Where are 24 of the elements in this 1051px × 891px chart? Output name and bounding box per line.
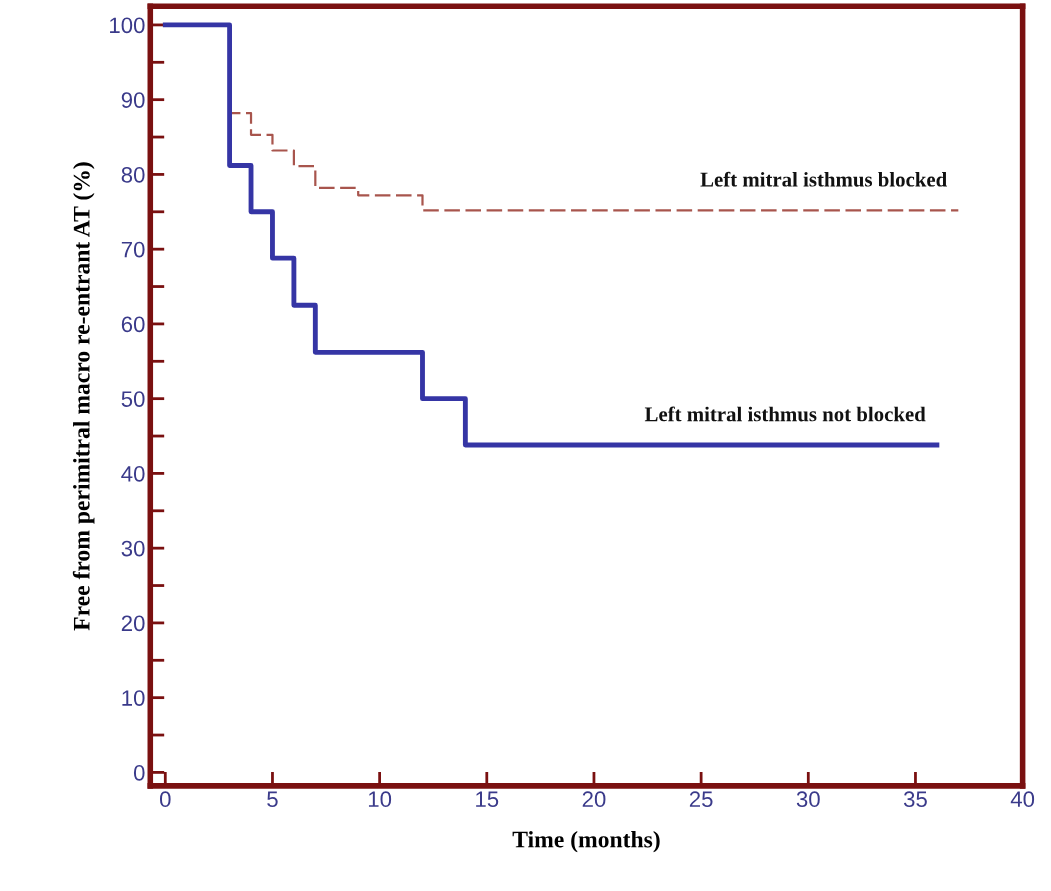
x-tick-label: 30 <box>796 791 820 808</box>
x-tick-label: 15 <box>476 791 499 808</box>
y-tick-label: 10 <box>122 690 145 706</box>
y-tick-label: 30 <box>121 540 145 557</box>
y-axis-title: Free from perimitral macro re-entrant AT (%) <box>72 162 95 631</box>
y-tick-label: 60 <box>121 316 145 333</box>
y-tick-label: 0 <box>133 764 145 781</box>
y-tick-label: 50 <box>121 391 145 407</box>
x-tick-label: 20 <box>582 791 606 808</box>
x-tick-label: 5 <box>267 791 278 808</box>
x-tick-label: 35 <box>903 791 927 808</box>
x-tick-label: 10 <box>368 791 392 808</box>
y-tick-label: 100 <box>110 17 145 34</box>
y-tick-label: 70 <box>121 241 145 258</box>
x-tick-label: 0 <box>159 791 171 808</box>
y-tick-label: 20 <box>121 615 145 632</box>
series-label: Left mitral isthmus not blocked <box>644 406 926 422</box>
y-tick-label: 80 <box>121 166 145 183</box>
x-axis-title: Time (months) <box>512 830 660 853</box>
x-tick-label: 25 <box>689 791 713 808</box>
series-label: Left mitral isthmus blocked <box>700 171 947 187</box>
x-tick-label: 40 <box>1010 791 1035 808</box>
y-tick-label: 90 <box>121 92 145 108</box>
y-tick-label: 40 <box>121 465 145 482</box>
